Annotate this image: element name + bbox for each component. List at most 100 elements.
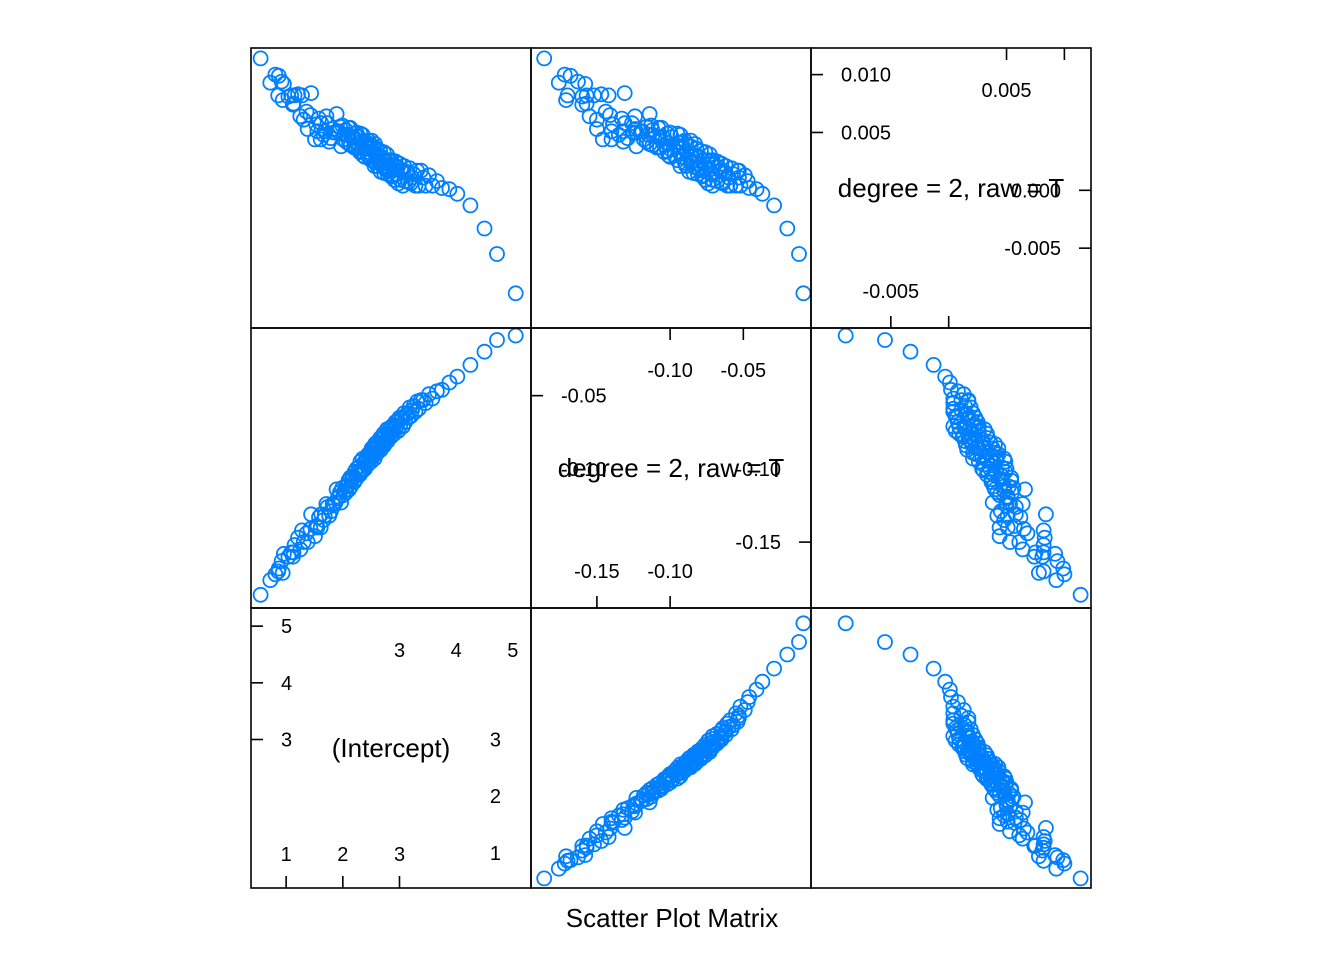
y-tick-label: -0.10 bbox=[735, 459, 781, 481]
data-point bbox=[779, 220, 796, 237]
data-point bbox=[397, 414, 414, 430]
data-point bbox=[766, 660, 782, 677]
data-point bbox=[1048, 572, 1065, 589]
data-point bbox=[766, 197, 782, 214]
data-point bbox=[950, 383, 966, 400]
data-point bbox=[795, 285, 812, 302]
x-tick-label: -0.10 bbox=[647, 360, 693, 382]
data-point bbox=[489, 332, 505, 348]
data-point bbox=[877, 634, 893, 650]
data-point bbox=[252, 586, 269, 603]
data-point bbox=[602, 107, 618, 123]
data-point bbox=[1016, 521, 1032, 537]
data-point bbox=[955, 702, 972, 718]
data-point bbox=[945, 400, 962, 417]
data-point bbox=[877, 332, 893, 348]
data-point bbox=[325, 497, 342, 514]
data-point bbox=[991, 528, 1008, 545]
data-point bbox=[1027, 837, 1044, 854]
data-point bbox=[902, 646, 919, 663]
data-point bbox=[462, 197, 479, 214]
data-point bbox=[943, 689, 959, 705]
panel-frame bbox=[250, 327, 532, 609]
data-point bbox=[616, 85, 633, 101]
data-point bbox=[945, 698, 962, 715]
x-tick-label: -0.10 bbox=[647, 561, 693, 583]
data-point bbox=[594, 131, 611, 148]
data-point bbox=[1038, 506, 1054, 523]
data-point bbox=[449, 185, 466, 202]
x-tick-label: -0.05 bbox=[721, 360, 767, 382]
panel-frames bbox=[250, 47, 1092, 889]
data-point bbox=[1014, 496, 1031, 512]
data-point bbox=[558, 92, 574, 108]
data-point bbox=[285, 95, 302, 112]
data-point bbox=[318, 108, 335, 125]
data-point bbox=[990, 440, 1007, 457]
data-point bbox=[741, 180, 758, 196]
panel-frame bbox=[530, 607, 812, 889]
data-point bbox=[441, 374, 458, 391]
data-point bbox=[424, 177, 441, 194]
x-tick-label: 1 bbox=[281, 844, 292, 866]
x-tick-label: 0.005 bbox=[982, 80, 1032, 102]
data-point bbox=[837, 327, 854, 344]
data-point bbox=[507, 327, 524, 344]
data-point bbox=[603, 123, 620, 140]
data-point bbox=[577, 847, 594, 863]
y-tick-label: -0.15 bbox=[735, 532, 781, 554]
y-tick-label: 2 bbox=[490, 786, 501, 808]
data-point bbox=[536, 50, 553, 67]
data-point bbox=[489, 246, 505, 262]
data-points bbox=[252, 50, 1089, 887]
data-point bbox=[415, 392, 432, 409]
data-point bbox=[589, 121, 605, 137]
data-point bbox=[1014, 541, 1031, 558]
y-tick-label: 1 bbox=[490, 843, 501, 865]
y-tick-label: 4 bbox=[281, 673, 292, 695]
data-point bbox=[627, 108, 643, 125]
diagonal-variable-label: degree = 2, raw = T bbox=[558, 453, 785, 483]
data-point bbox=[441, 181, 458, 198]
data-point bbox=[597, 103, 614, 120]
data-point bbox=[1049, 849, 1066, 866]
data-point bbox=[837, 615, 854, 632]
x-tick-label: 3 bbox=[394, 640, 405, 662]
data-point bbox=[581, 108, 598, 125]
data-point bbox=[1072, 586, 1089, 603]
data-point bbox=[449, 368, 466, 385]
y-tick-label: -0.05 bbox=[561, 386, 607, 408]
data-point bbox=[434, 180, 450, 196]
data-point bbox=[748, 681, 765, 698]
data-point bbox=[1003, 469, 1020, 486]
y-tick-label: 5 bbox=[281, 616, 292, 638]
data-point bbox=[299, 121, 316, 137]
y-tick-label: -0.005 bbox=[1004, 238, 1061, 260]
data-point bbox=[943, 381, 959, 398]
data-point bbox=[594, 816, 611, 832]
data-point bbox=[779, 646, 796, 663]
x-tick-label: 4 bbox=[451, 640, 462, 662]
data-point bbox=[1036, 529, 1053, 546]
data-point bbox=[902, 343, 919, 360]
data-point bbox=[476, 220, 493, 237]
x-tick-label: -0.005 bbox=[862, 281, 919, 303]
data-point bbox=[960, 710, 977, 726]
data-point bbox=[709, 725, 725, 742]
x-tick-label: -0.15 bbox=[574, 561, 620, 583]
axis-ticks: 1 2 3 3 4 5 3 4 5 1 2 3 -0.15 -0.10 -0.10 -0.05 -0.05 -0.… bbox=[251, 48, 1091, 888]
data-point bbox=[303, 85, 320, 101]
data-point bbox=[791, 634, 807, 650]
data-point bbox=[570, 73, 586, 90]
data-point bbox=[925, 356, 942, 373]
diagonal-variable-label: degree = 2, raw = T bbox=[838, 173, 1065, 203]
data-point bbox=[1035, 829, 1052, 845]
data-point bbox=[462, 356, 479, 373]
data-point bbox=[653, 119, 670, 136]
data-point bbox=[1019, 824, 1036, 841]
data-point bbox=[536, 870, 553, 887]
data-point bbox=[252, 50, 269, 67]
